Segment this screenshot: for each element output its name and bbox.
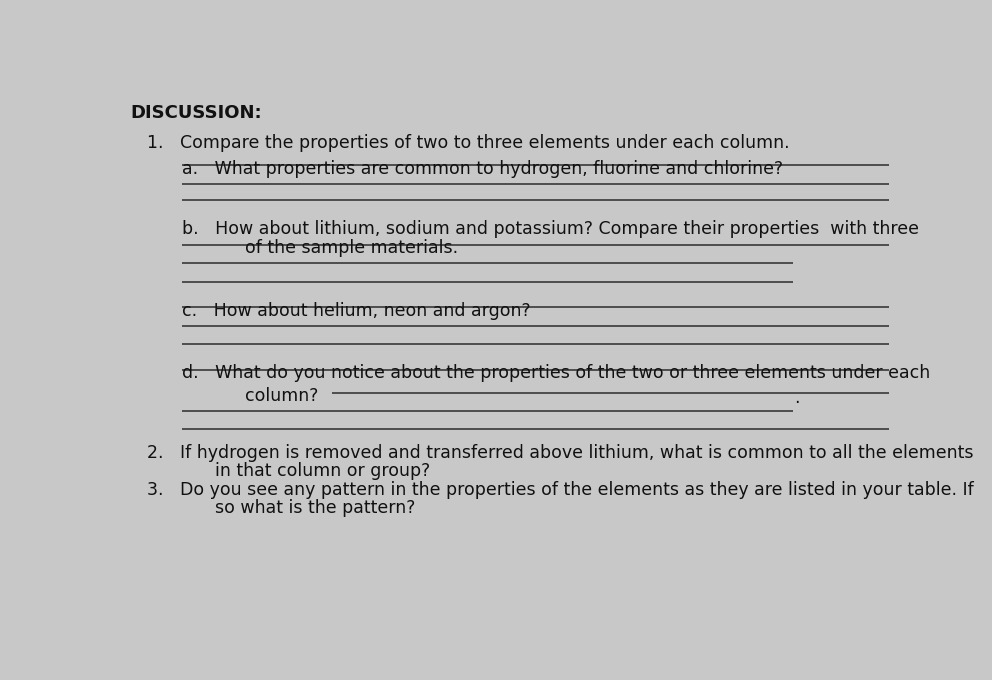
Text: b.   How about lithium, sodium and potassium? Compare their properties  with thr: b. How about lithium, sodium and potassi…	[182, 220, 919, 239]
Text: of the sample materials.: of the sample materials.	[212, 239, 458, 256]
Text: 1.   Compare the properties of two to three elements under each column.: 1. Compare the properties of two to thre…	[147, 134, 790, 152]
Text: 3.   Do you see any pattern in the properties of the elements as they are listed: 3. Do you see any pattern in the propert…	[147, 481, 974, 499]
Text: a.   What properties are common to hydrogen, fluorine and chlorine?: a. What properties are common to hydroge…	[182, 160, 783, 177]
Text: 2.   If hydrogen is removed and transferred above lithium, what is common to all: 2. If hydrogen is removed and transferre…	[147, 445, 973, 462]
Text: column?: column?	[212, 387, 318, 405]
Text: in that column or group?: in that column or group?	[182, 462, 430, 480]
Text: DISCUSSION:: DISCUSSION:	[130, 103, 262, 122]
Text: so what is the pattern?: so what is the pattern?	[182, 499, 415, 517]
Text: .: .	[795, 389, 800, 407]
Text: d.   What do you notice about the properties of the two or three elements under : d. What do you notice about the properti…	[182, 364, 930, 382]
Text: c.   How about helium, neon and argon?: c. How about helium, neon and argon?	[182, 301, 531, 320]
